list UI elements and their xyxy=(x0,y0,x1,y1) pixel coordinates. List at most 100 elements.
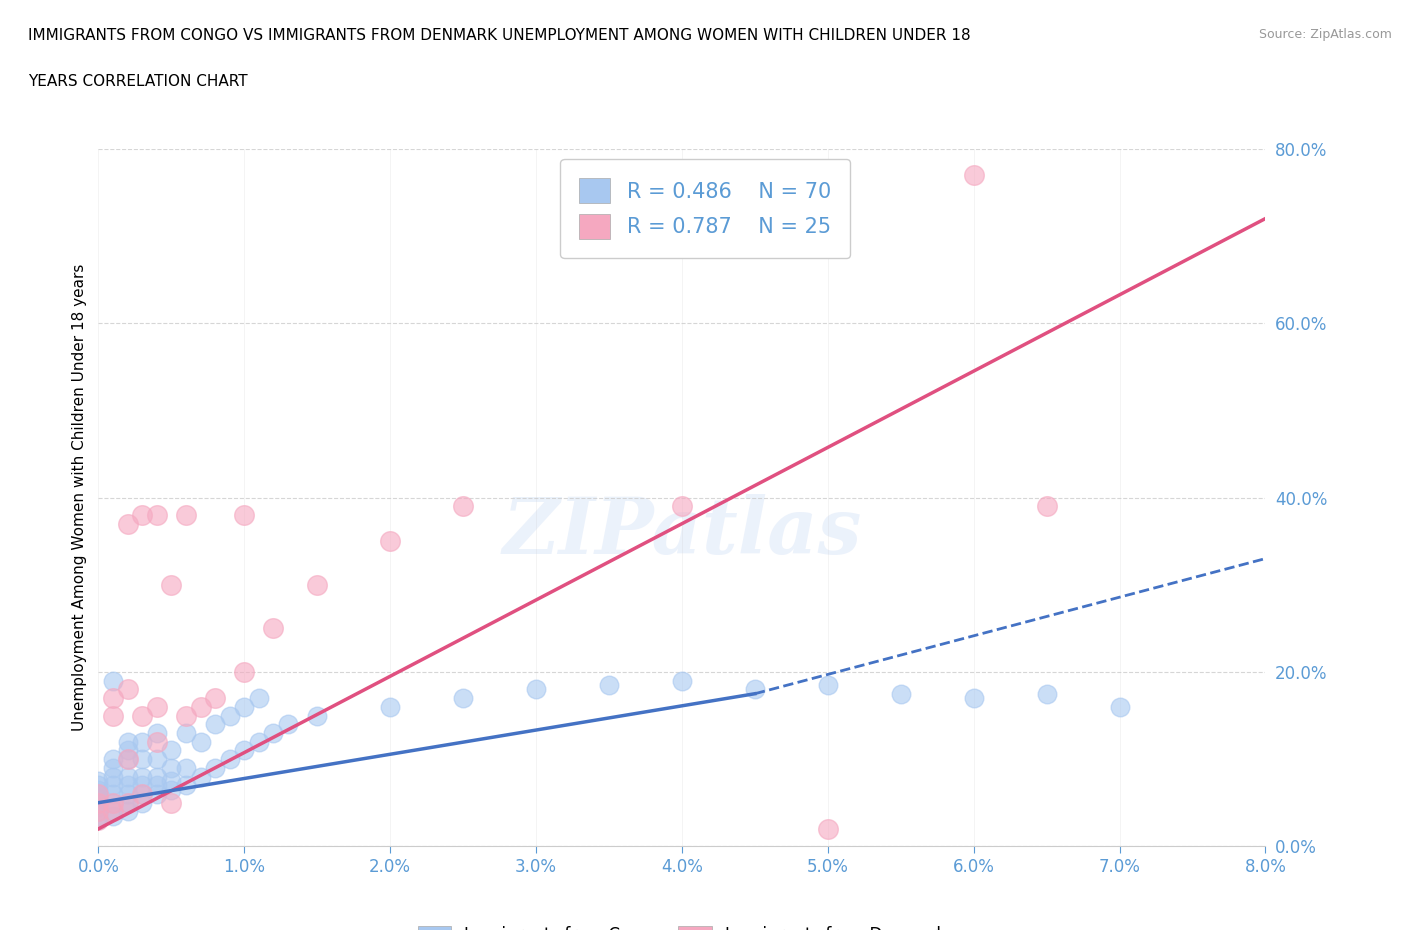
Point xyxy=(87,800,110,815)
Point xyxy=(117,777,139,792)
Point xyxy=(262,621,284,636)
Point xyxy=(174,725,197,740)
Point xyxy=(117,682,139,697)
Point xyxy=(160,774,183,789)
Point xyxy=(1035,498,1057,513)
Point xyxy=(117,751,139,766)
Point xyxy=(146,751,169,766)
Point xyxy=(190,769,212,784)
Point xyxy=(817,821,839,836)
Point xyxy=(190,735,212,750)
Point xyxy=(247,735,270,750)
Point xyxy=(101,795,124,810)
Text: IMMIGRANTS FROM CONGO VS IMMIGRANTS FROM DENMARK UNEMPLOYMENT AMONG WOMEN WITH C: IMMIGRANTS FROM CONGO VS IMMIGRANTS FROM… xyxy=(28,28,970,43)
Text: YEARS CORRELATION CHART: YEARS CORRELATION CHART xyxy=(28,74,247,89)
Point xyxy=(131,508,153,523)
Point xyxy=(962,167,984,182)
Point xyxy=(131,787,153,802)
Point xyxy=(117,743,139,758)
Point xyxy=(101,761,124,776)
Point xyxy=(307,708,329,723)
Point xyxy=(1035,686,1057,701)
Legend: Immigrants from Congo, Immigrants from Denmark: Immigrants from Congo, Immigrants from D… xyxy=(409,917,955,930)
Point xyxy=(671,498,693,513)
Point xyxy=(101,777,124,792)
Point xyxy=(247,691,270,706)
Point xyxy=(131,795,153,810)
Point xyxy=(87,787,110,802)
Point xyxy=(87,804,110,819)
Point xyxy=(101,708,124,723)
Point xyxy=(87,782,110,797)
Point xyxy=(598,678,620,693)
Point xyxy=(131,735,153,750)
Point xyxy=(101,795,124,810)
Point xyxy=(131,787,153,802)
Point xyxy=(160,761,183,776)
Point xyxy=(378,534,402,549)
Point xyxy=(233,508,256,523)
Point xyxy=(160,578,183,592)
Point xyxy=(204,761,226,776)
Point xyxy=(117,787,139,802)
Point xyxy=(87,774,110,789)
Point xyxy=(87,813,110,828)
Point xyxy=(117,795,139,810)
Point xyxy=(174,508,197,523)
Point xyxy=(146,725,169,740)
Point xyxy=(87,787,110,802)
Point xyxy=(117,769,139,784)
Point xyxy=(87,790,110,805)
Point xyxy=(233,743,256,758)
Point xyxy=(146,777,169,792)
Point xyxy=(307,578,329,592)
Point xyxy=(87,795,110,810)
Point xyxy=(146,699,169,714)
Point xyxy=(131,708,153,723)
Point xyxy=(451,498,474,513)
Point xyxy=(146,787,169,802)
Text: Source: ZipAtlas.com: Source: ZipAtlas.com xyxy=(1258,28,1392,41)
Point xyxy=(174,761,197,776)
Point xyxy=(378,699,402,714)
Point xyxy=(160,743,183,758)
Point xyxy=(146,508,169,523)
Y-axis label: Unemployment Among Women with Children Under 18 years: Unemployment Among Women with Children U… xyxy=(72,264,87,731)
Point xyxy=(204,691,226,706)
Point xyxy=(131,777,153,792)
Point xyxy=(117,751,139,766)
Point xyxy=(233,665,256,680)
Point xyxy=(451,691,474,706)
Point xyxy=(87,813,110,828)
Point xyxy=(233,699,256,714)
Point xyxy=(817,678,839,693)
Text: ZIPatlas: ZIPatlas xyxy=(502,494,862,571)
Point xyxy=(101,673,124,688)
Point xyxy=(87,795,110,810)
Point xyxy=(174,708,197,723)
Point xyxy=(671,673,693,688)
Point xyxy=(262,725,284,740)
Point xyxy=(101,691,124,706)
Point xyxy=(87,808,110,823)
Point xyxy=(190,699,212,714)
Point xyxy=(890,686,912,701)
Point xyxy=(117,804,139,819)
Point xyxy=(146,735,169,750)
Point xyxy=(160,782,183,797)
Point xyxy=(101,787,124,802)
Point xyxy=(218,751,240,766)
Point xyxy=(87,777,110,792)
Point xyxy=(101,769,124,784)
Point xyxy=(277,717,299,732)
Point xyxy=(146,769,169,784)
Point xyxy=(174,777,197,792)
Point xyxy=(101,808,124,823)
Point xyxy=(1108,699,1130,714)
Point xyxy=(101,804,124,819)
Point xyxy=(117,516,139,531)
Point xyxy=(744,682,766,697)
Point xyxy=(962,691,984,706)
Point xyxy=(524,682,547,697)
Point xyxy=(117,795,139,810)
